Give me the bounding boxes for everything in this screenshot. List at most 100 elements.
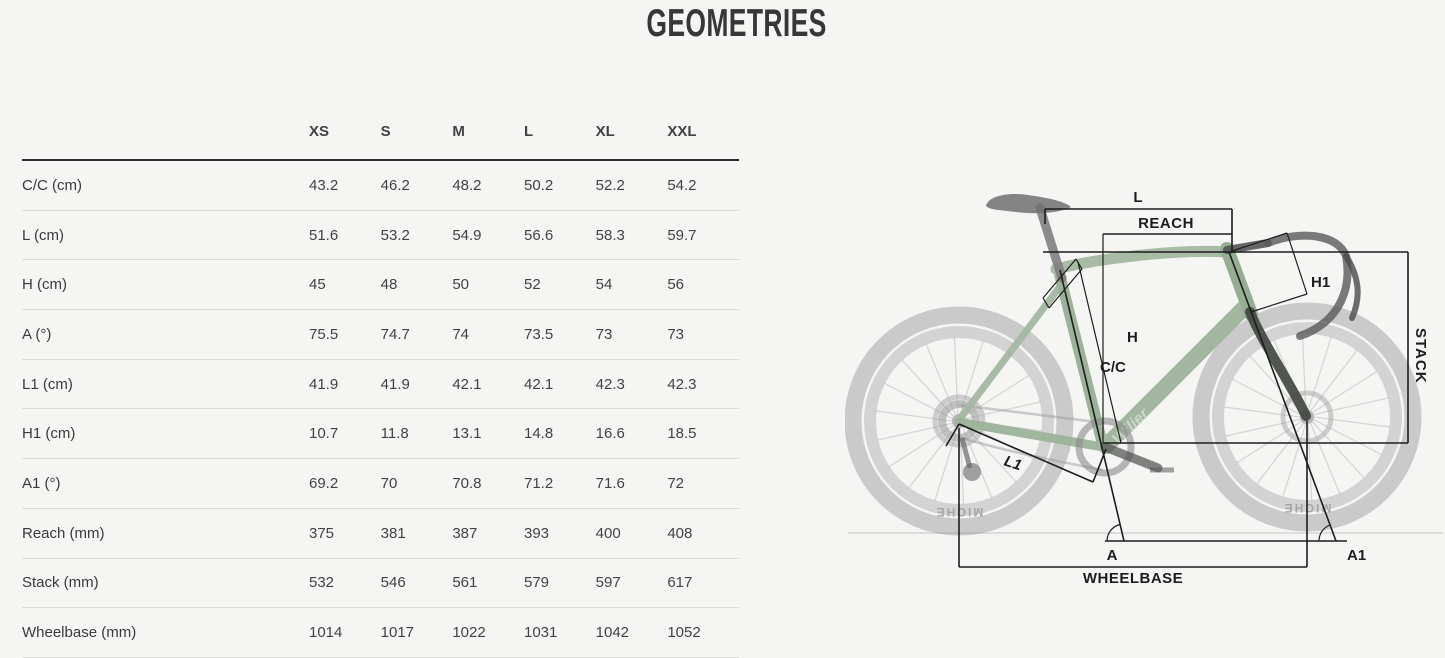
- geometry-value-cell: 54.2: [667, 176, 697, 194]
- geometry-value-cell: 1031: [523, 624, 558, 642]
- geometry-value-cell: 617: [667, 574, 693, 592]
- page-title: GEOMETRIES: [646, 2, 827, 45]
- top-tube: [1050, 245, 1234, 275]
- diagram-label-cc: C/C: [1100, 359, 1126, 376]
- geometry-value-cell: 42.3: [667, 375, 697, 393]
- geometry-value-cell: 71.2: [523, 474, 554, 492]
- geometry-value-cell: 381: [380, 524, 406, 542]
- table-row: C/C (cm) 43.2 46.2 48.2 50.2 52.2 54.2: [22, 161, 739, 211]
- table-row: Stack (mm) 532 546 561 579 597 617: [22, 559, 739, 609]
- wheel-spoke: [1313, 416, 1391, 428]
- geometry-value-cell: 1017: [380, 624, 415, 642]
- wheel-spoke: [1249, 355, 1303, 413]
- table-header-row: XS S M L XL XXL: [22, 103, 739, 161]
- wheelbase-bracket: [958, 421, 1308, 568]
- bike-illustration: MICHE MICHE Wilier: [844, 194, 1422, 536]
- a-angle-arc: [1106, 523, 1121, 542]
- head-angle-line: [1228, 251, 1337, 542]
- geometry-annotations: L REACH H1 STACK H C/C A A1 L1 WHEELBASE: [945, 189, 1429, 587]
- geometry-value-cell: 56.6: [523, 226, 554, 244]
- geometry-value-cell: 1042: [595, 624, 630, 642]
- geometry-row-label: A (°): [22, 325, 52, 343]
- l-measure-line: [1044, 208, 1233, 252]
- geometry-value-cell: 546: [380, 574, 406, 592]
- wheel-spoke: [1225, 418, 1301, 437]
- chain-top: [958, 403, 1106, 425]
- size-column-header: M: [452, 122, 465, 140]
- h-measure-line: [1077, 261, 1122, 444]
- l1-measure-line: [945, 423, 1107, 483]
- table-row: A (°) 75.5 74.7 74 73.5 73 73: [22, 310, 739, 360]
- size-column-header: L: [523, 122, 534, 140]
- geometry-row-label: H1 (cm): [22, 425, 76, 443]
- diagram-label-h: H: [1127, 329, 1138, 346]
- geometry-value-cell: 42.3: [595, 375, 625, 393]
- geometry-value-cell: 18.5: [667, 425, 697, 443]
- geometry-value-cell: 1052: [667, 624, 701, 642]
- table-row: L (cm) 51.6 53.2 54.9 56.6 58.3 59.7: [22, 211, 739, 261]
- geometry-value-cell: 71.6: [595, 474, 625, 492]
- geometry-value-cell: 41.9: [380, 375, 410, 393]
- diagram-label-reach: REACH: [1138, 215, 1194, 232]
- wheel-spoke: [1301, 333, 1307, 411]
- geometry-value-cell: 387: [452, 524, 478, 542]
- geometry-value-cell: 74: [452, 325, 470, 343]
- geometry-value-cell: 70.8: [452, 474, 482, 492]
- geometry-value-cell: 73.5: [523, 325, 554, 343]
- geometry-value-cell: 13.1: [452, 425, 482, 443]
- geometry-value-cell: 408: [667, 524, 693, 542]
- seat-angle-line: [1059, 269, 1125, 542]
- table-row: H (cm) 45 48 50 52 54 56: [22, 260, 739, 311]
- geometry-value-cell: 69.2: [309, 474, 339, 492]
- wheel-spoke: [1313, 418, 1383, 456]
- geometry-value-cell: 1014: [309, 624, 343, 642]
- head-tube: [1220, 242, 1258, 321]
- geometry-value-cell: 72: [667, 474, 685, 492]
- crank-arm: [1100, 442, 1163, 473]
- geometry-value-cell: 42.1: [452, 375, 482, 393]
- geometry-value-cell: 16.6: [595, 425, 625, 443]
- size-column-header: XXL: [667, 122, 697, 140]
- geometry-value-cell: 58.3: [595, 226, 625, 244]
- seat-stay: [955, 281, 1065, 424]
- geometry-value-cell: 50: [452, 276, 470, 294]
- geometry-value-cell: 532: [309, 574, 335, 592]
- table-row: Reach (mm) 375 381 387 393 400 408: [22, 509, 739, 559]
- brake-lever: [1343, 253, 1361, 321]
- geometry-value-cell: 73: [667, 325, 685, 343]
- geometry-value-cell: 48.2: [452, 176, 482, 194]
- table-row: H1 (cm) 10.7 11.8 13.1 14.8 16.6 18.5: [22, 409, 739, 460]
- geometry-value-cell: 54.9: [452, 226, 482, 244]
- geometry-value-cell: 46.2: [380, 176, 410, 194]
- diagram-label-stack: STACK: [1412, 328, 1429, 384]
- bike-diagram-svg: MICHE MICHE Wilier: [844, 189, 1443, 587]
- a1-angle-arc: [1318, 524, 1331, 542]
- down-tube: [1098, 298, 1254, 454]
- geometry-row-label: Wheelbase (mm): [22, 624, 137, 642]
- geometry-value-cell: 10.7: [309, 425, 339, 443]
- geometry-value-cell: 54: [595, 276, 613, 294]
- wheel-spoke: [1281, 423, 1307, 498]
- page-header: GEOMETRIES: [0, 0, 1445, 46]
- seatpost: [1035, 203, 1067, 283]
- diagram-label-wheelbase: WHEELBASE: [1083, 570, 1183, 587]
- geometry-value-cell: 579: [523, 574, 550, 592]
- geometry-value-cell: 51.6: [309, 226, 339, 244]
- geometry-value-cell: 42.1: [523, 375, 554, 393]
- geometry-value-cell: 45: [309, 276, 326, 294]
- wheel-spoke: [1313, 397, 1389, 416]
- geometry-row-label: C/C (cm): [22, 176, 82, 194]
- wheel-spoke: [1307, 423, 1313, 501]
- geometry-value-cell: 1022: [452, 624, 486, 642]
- geometry-value-cell: 59.7: [667, 226, 697, 244]
- size-column-header: S: [380, 122, 391, 140]
- diagram-label-h1: H1: [1311, 274, 1330, 291]
- frame: [954, 242, 1311, 454]
- geometry-value-cell: 52.2: [595, 176, 625, 194]
- wheel-spoke: [1231, 378, 1301, 416]
- geometry-row-label: H (cm): [22, 276, 67, 294]
- geometry-value-cell: 56: [667, 276, 685, 294]
- geometry-value-cell: 53.2: [380, 226, 410, 244]
- table-row: L1 (cm) 41.9 41.9 42.1 42.1 42.3 42.3: [22, 360, 739, 410]
- geometry-table: XS S M L XL XXL C/C (cm) 43.2 46.2 48.2 50.2 52.2 54…: [22, 103, 739, 658]
